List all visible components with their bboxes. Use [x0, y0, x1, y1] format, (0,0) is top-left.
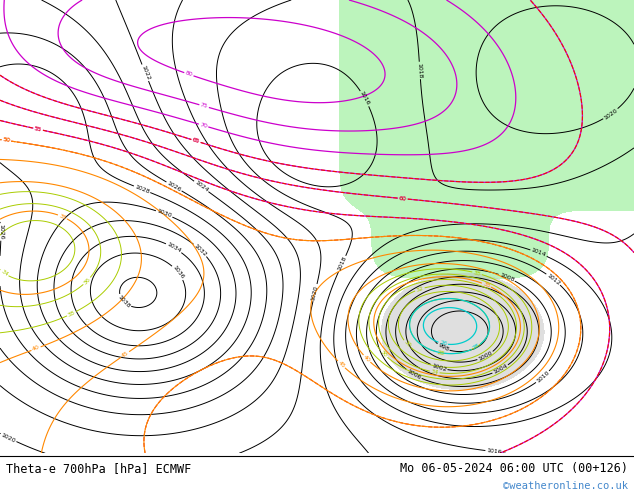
- Text: 1006: 1006: [406, 368, 422, 380]
- Text: 1028: 1028: [134, 184, 150, 195]
- Text: 65: 65: [191, 137, 200, 145]
- Text: 1016: 1016: [486, 448, 502, 455]
- Text: 28: 28: [437, 349, 445, 356]
- Text: 1002: 1002: [430, 363, 447, 372]
- Text: 40: 40: [362, 354, 372, 363]
- Text: 1020: 1020: [1, 432, 16, 443]
- Text: 38: 38: [67, 310, 76, 318]
- Text: Theta-e 700hPa [hPa] ECMWF: Theta-e 700hPa [hPa] ECMWF: [6, 462, 191, 475]
- Text: 50: 50: [2, 137, 11, 144]
- Text: ©weatheronline.co.uk: ©weatheronline.co.uk: [503, 481, 628, 490]
- Text: 80: 80: [184, 71, 193, 78]
- Text: 65: 65: [191, 137, 200, 145]
- Text: 55: 55: [34, 126, 42, 132]
- Text: 1034: 1034: [166, 242, 182, 254]
- Text: 28: 28: [472, 343, 481, 351]
- Text: 998: 998: [437, 343, 450, 353]
- Text: 38: 38: [472, 270, 482, 277]
- Text: 36: 36: [82, 276, 91, 286]
- Text: 45: 45: [120, 350, 130, 359]
- Text: 35: 35: [482, 281, 491, 289]
- Text: 1016: 1016: [359, 91, 371, 106]
- Text: 50: 50: [2, 137, 11, 144]
- Text: 1030: 1030: [156, 209, 172, 219]
- Text: 35: 35: [58, 213, 67, 220]
- Text: 34: 34: [0, 269, 9, 277]
- Text: 1024: 1024: [193, 180, 209, 193]
- Text: 1004: 1004: [493, 364, 508, 375]
- Text: 1000: 1000: [477, 350, 493, 362]
- Text: 1010: 1010: [535, 370, 550, 384]
- Text: 1018: 1018: [337, 256, 347, 272]
- Text: 1038: 1038: [117, 294, 131, 309]
- Text: 1018: 1018: [417, 63, 423, 78]
- Text: 70: 70: [199, 122, 208, 129]
- Text: 55: 55: [34, 126, 42, 132]
- Text: Mo 06-05-2024 06:00 UTC (00+126): Mo 06-05-2024 06:00 UTC (00+126): [399, 462, 628, 475]
- Text: 1036: 1036: [171, 265, 185, 280]
- Text: 32: 32: [415, 286, 424, 293]
- Text: 1014: 1014: [531, 248, 547, 258]
- Text: 1020: 1020: [603, 107, 619, 121]
- Text: 1026: 1026: [166, 180, 182, 193]
- Text: 1008: 1008: [499, 272, 515, 283]
- Text: 1026: 1026: [0, 224, 4, 240]
- Text: 40: 40: [32, 345, 41, 352]
- Text: 60: 60: [399, 196, 407, 201]
- Text: 75: 75: [200, 102, 209, 110]
- Text: 1032: 1032: [193, 243, 208, 257]
- Text: 45: 45: [337, 360, 346, 369]
- Text: 60: 60: [399, 196, 407, 201]
- Text: 1020: 1020: [311, 284, 319, 301]
- Text: 1012: 1012: [546, 272, 561, 286]
- Text: 34: 34: [430, 369, 439, 375]
- Text: 26: 26: [439, 341, 448, 347]
- Text: 1022: 1022: [140, 65, 150, 81]
- Text: 30: 30: [403, 340, 411, 348]
- Text: 36: 36: [379, 349, 389, 359]
